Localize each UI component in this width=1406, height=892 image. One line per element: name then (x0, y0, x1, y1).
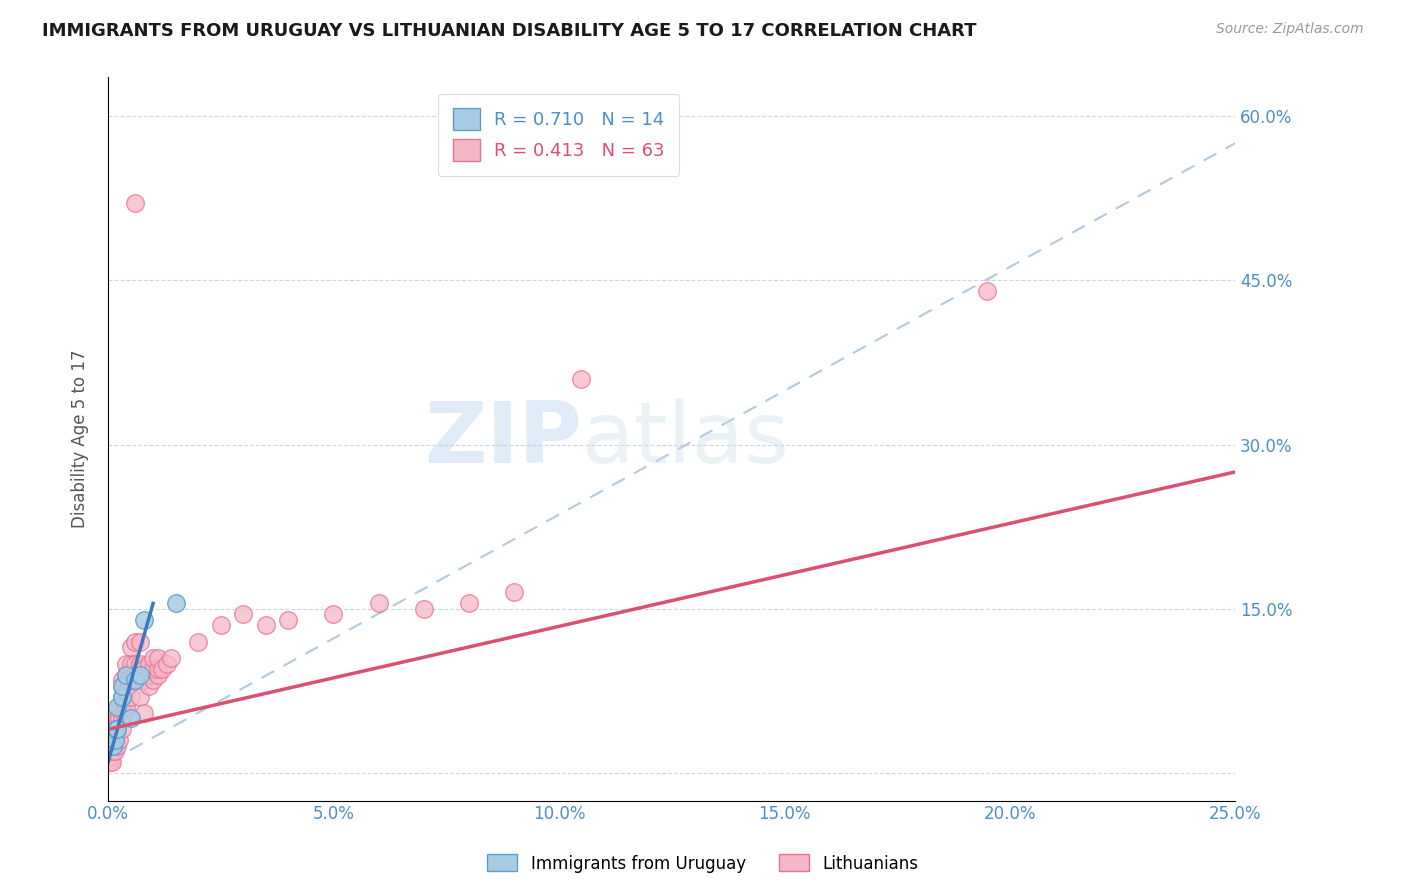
Point (124, 634, 146, 648)
Point (132, 673, 155, 687)
Point (115, 667, 138, 681)
Point (124, 657, 146, 671)
Point (110, 711, 132, 725)
Point (187, 634, 209, 648)
Point (117, 673, 139, 687)
Point (112, 695, 135, 709)
Point (104, 744, 127, 758)
Point (115, 684, 138, 698)
Point (115, 657, 138, 671)
Point (146, 667, 169, 681)
Y-axis label: Disability Age 5 to 17: Disability Age 5 to 17 (72, 350, 89, 528)
Point (457, 596, 479, 610)
Point (254, 618, 277, 632)
Text: ZIP: ZIP (423, 398, 582, 481)
Point (412, 602, 434, 616)
Point (146, 662, 169, 676)
Point (104, 733, 127, 747)
Point (101, 744, 124, 758)
Point (128, 634, 150, 648)
Point (108, 711, 131, 725)
Point (142, 651, 165, 665)
Point (132, 706, 155, 720)
Point (142, 662, 165, 676)
Point (502, 585, 524, 599)
Point (155, 657, 177, 671)
Point (110, 679, 132, 693)
Point (120, 690, 142, 704)
Point (209, 618, 232, 632)
Legend: R = 0.710   N = 14, R = 0.413   N = 63: R = 0.710 N = 14, R = 0.413 N = 63 (439, 94, 679, 176)
Point (115, 667, 138, 681)
Point (132, 662, 155, 676)
Point (105, 723, 128, 737)
Point (98, 749, 121, 764)
Point (103, 739, 125, 753)
Text: atlas: atlas (582, 398, 789, 481)
Point (138, 679, 160, 693)
Point (112, 706, 135, 720)
Point (232, 607, 254, 622)
Point (124, 673, 146, 687)
Point (120, 673, 142, 687)
Point (110, 723, 132, 737)
Point (138, 667, 160, 681)
Point (108, 700, 131, 714)
Point (98, 756, 121, 770)
Point (128, 690, 150, 704)
Text: IMMIGRANTS FROM URUGUAY VS LITHUANIAN DISABILITY AGE 5 TO 17 CORRELATION CHART: IMMIGRANTS FROM URUGUAY VS LITHUANIAN DI… (42, 22, 977, 40)
Legend: Immigrants from Uruguay, Lithuanians: Immigrants from Uruguay, Lithuanians (481, 847, 925, 880)
Point (165, 596, 187, 610)
Point (124, 667, 146, 681)
Point (142, 673, 165, 687)
Text: Source: ZipAtlas.com: Source: ZipAtlas.com (1216, 22, 1364, 37)
Point (104, 733, 127, 747)
Point (120, 711, 142, 725)
Point (105, 723, 128, 737)
Point (110, 690, 132, 704)
Point (150, 662, 173, 676)
Point (105, 739, 128, 753)
Point (132, 613, 155, 627)
Point (128, 657, 150, 671)
Point (571, 372, 593, 386)
Point (277, 613, 299, 627)
Point (322, 607, 344, 622)
Point (100, 739, 122, 753)
Point (138, 657, 160, 671)
Point (115, 700, 138, 714)
Point (108, 733, 131, 747)
Point (105, 700, 128, 714)
Point (110, 679, 132, 693)
Point (110, 690, 132, 704)
Point (120, 657, 142, 671)
Point (105, 723, 128, 737)
Point (146, 651, 169, 665)
Point (128, 667, 150, 681)
Point (124, 196, 146, 211)
Point (110, 673, 132, 687)
Point (112, 679, 135, 693)
Point (976, 284, 998, 298)
Point (160, 651, 183, 665)
Point (367, 596, 389, 610)
Point (105, 711, 128, 725)
Point (120, 640, 142, 655)
Point (128, 667, 150, 681)
Point (101, 756, 124, 770)
